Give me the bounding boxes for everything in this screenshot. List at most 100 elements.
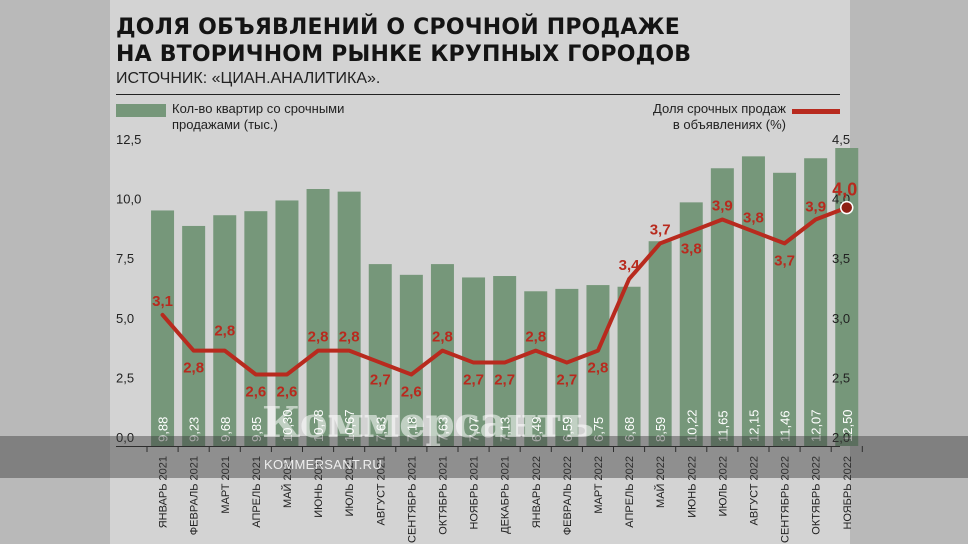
- bar-value-label: 11,46: [778, 410, 793, 442]
- line-value-label: 3,9: [805, 199, 826, 216]
- bar-value-label: 12,07: [809, 409, 824, 442]
- x-tick-label: АВГУСТ 2021: [375, 456, 387, 525]
- line-value-label: 2,8: [432, 329, 453, 346]
- line-value-label: 2,8: [339, 329, 360, 346]
- line-value-label: 3,8: [681, 240, 702, 257]
- x-tick-label: ОКТЯБРЬ 2021: [437, 456, 449, 535]
- x-tick-label: МАЙ 2021: [281, 456, 294, 508]
- line-value-label: 2,8: [525, 329, 546, 346]
- x-tick-label: АВГУСТ 2022: [748, 456, 760, 525]
- x-tick-label: СЕНТЯБРЬ 2021: [406, 456, 418, 543]
- bar-value-label: 7,13: [498, 417, 513, 442]
- bar: [368, 264, 392, 446]
- y-left-tick-label: 0,0: [116, 430, 134, 445]
- x-tick-label: ИЮНЬ 2022: [686, 456, 698, 518]
- bar: [679, 202, 703, 446]
- bar-value-label: 7,63: [373, 417, 388, 442]
- y-right-tick-label: 2,0: [832, 430, 850, 445]
- line-value-label: 2,7: [463, 372, 484, 389]
- watermark-band: [0, 436, 968, 478]
- bar-value-label: 10,22: [684, 409, 699, 442]
- line-value-label: 2,8: [183, 360, 204, 377]
- line-value-label: 2,8: [588, 360, 609, 377]
- line-value-label: 4,0: [832, 180, 857, 200]
- bar-value-label: 7,63: [435, 417, 450, 442]
- bar-value-label: 6,75: [591, 417, 606, 442]
- bar: [741, 156, 765, 446]
- x-tick-label: ФЕВРАЛЬ 2021: [189, 456, 201, 535]
- line-value-label: 2,7: [370, 372, 391, 389]
- bar-value-label: 7,18: [404, 417, 419, 442]
- bar: [773, 172, 797, 447]
- legend-bar-swatch: [116, 104, 166, 117]
- line-value-label: 2,6: [245, 383, 266, 400]
- bar-value-label: 9,88: [156, 417, 171, 442]
- x-tick-label: ОКТЯБРЬ 2022: [811, 456, 823, 535]
- x-tick-label: ФЕВРАЛЬ 2022: [562, 456, 574, 535]
- x-tick-label: ЯНВАРЬ 2021: [158, 456, 170, 528]
- bar-value-label: 9,85: [249, 417, 264, 442]
- bar-value-label: 6,68: [622, 417, 637, 442]
- bar: [555, 288, 579, 446]
- bar: [275, 200, 299, 446]
- x-tick-label: АПРЕЛЬ 2021: [251, 456, 263, 528]
- bar: [804, 158, 828, 446]
- y-right-tick-label: 3,5: [832, 251, 850, 266]
- line-value-label: 3,1: [152, 293, 173, 310]
- chart-title: ДОЛЯ ОБЪЯВЛЕНИЙ О СРОЧНОЙ ПРОДАЖЕ НА ВТО…: [116, 14, 691, 68]
- bar-value-label: 9,23: [187, 417, 202, 442]
- bar: [648, 241, 672, 446]
- x-tick-label: МАРТ 2022: [593, 456, 605, 514]
- x-tick-label: ИЮЛЬ 2021: [344, 456, 356, 517]
- bar-value-label: 6,59: [560, 417, 575, 442]
- x-tick-label: МАЙ 2022: [654, 456, 667, 508]
- bar: [835, 148, 859, 446]
- watermark-logo: Коммерсантъ: [262, 398, 594, 447]
- bar-value-label: 12,50: [840, 409, 855, 442]
- bar-value-label: 6,49: [529, 417, 544, 442]
- line-value-label: 3,7: [774, 252, 795, 269]
- bar-value-label: 7,07: [467, 417, 482, 442]
- line-value-label: 2,7: [494, 372, 515, 389]
- y-left-tick-label: 7,5: [116, 251, 134, 266]
- x-tick-label: ДЕКАБРЬ 2021: [500, 456, 512, 534]
- bar: [524, 291, 548, 446]
- x-tick-label: АПРЕЛЬ 2022: [624, 456, 636, 528]
- bar-value-label: 10,78: [311, 409, 326, 442]
- x-tick-label: ЯНВАРЬ 2022: [531, 456, 543, 528]
- chart-title-line-1: ДОЛЯ ОБЪЯВЛЕНИЙ О СРОЧНОЙ ПРОДАЖЕ: [116, 15, 680, 40]
- bar-value-label: 9,68: [218, 417, 233, 442]
- line-value-label: 3,9: [712, 198, 733, 215]
- line-value-label: 3,4: [619, 257, 641, 274]
- legend-bar-label-line-2: продажами (тыс.): [172, 117, 278, 132]
- legend-line-label-line-2: в объявлениях (%): [672, 117, 786, 132]
- x-tick-label: ИЮЛЬ 2022: [717, 456, 729, 517]
- bar: [586, 285, 610, 446]
- legend-bar-label-line-1: Кол-во квартир со срочными: [172, 101, 345, 116]
- bar-value-label: 11,65: [715, 410, 730, 442]
- bar-value-label: 12,15: [746, 409, 761, 442]
- y-right-tick-label: 2,5: [832, 370, 850, 385]
- bar-value-label: 10,67: [342, 409, 357, 442]
- line-value-label: 3,7: [650, 221, 671, 238]
- bar-value-label: 10,30: [280, 409, 295, 442]
- legend-line-swatch: [792, 109, 840, 114]
- x-tick-label: МАРТ 2021: [220, 456, 232, 514]
- y-left-tick-label: 5,0: [116, 311, 134, 326]
- bar: [337, 191, 361, 446]
- line-value-label: 3,8: [743, 209, 764, 226]
- x-tick-label: ИЮНЬ 2021: [313, 456, 325, 518]
- x-tick-label: СЕНТЯБРЬ 2022: [780, 456, 792, 543]
- y-left-tick-label: 10,0: [116, 192, 141, 207]
- y-left-tick-label: 2,5: [116, 370, 134, 385]
- chart-source: ИСТОЧНИК: «ЦИАН.АНАЛИТИКА».: [116, 70, 381, 87]
- bar: [213, 215, 237, 446]
- y-right-tick-label: 4,5: [832, 132, 850, 147]
- share-line: [160, 205, 849, 377]
- bar-value-label: 8,59: [653, 417, 668, 442]
- bar: [617, 286, 641, 446]
- legend-bar-label: Кол-во квартир со срочными продажами (ты…: [172, 101, 412, 133]
- bar: [151, 210, 175, 446]
- line-value-label: 2,7: [556, 372, 577, 389]
